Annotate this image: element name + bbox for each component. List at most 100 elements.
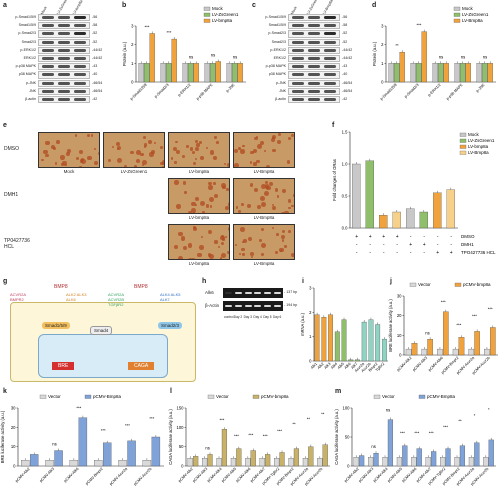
legend-label: LV-ZsGreen1: [468, 138, 495, 143]
bar-chart-f: 0.0 0.5 1.0 1.5 Fold changes of ORas MockLV-Z…: [332, 130, 496, 257]
condition-label: TPO427736 HCL: [461, 250, 496, 255]
stained-cell: [225, 212, 229, 213]
legend-label: LV-bmp8a: [212, 18, 233, 23]
x-tick-label: pCMV-Bmpr2: [85, 467, 104, 486]
blot-kda-label: -56: [342, 15, 348, 19]
blot-kda-label: -52: [342, 39, 348, 44]
condition-mark: +: [382, 234, 385, 240]
blot-band: [324, 32, 336, 36]
y-tick-label: 0: [181, 464, 184, 469]
bar: [454, 63, 460, 83]
legend-swatch: [252, 394, 260, 399]
significance-label: ***: [149, 416, 154, 421]
bar-chart-m: 0 50 100 CAGA luciferase activity (a.u.) pCM…: [334, 394, 496, 486]
legend-label: Vector: [418, 282, 431, 287]
significance-label: ***: [429, 431, 434, 436]
micrograph: [168, 224, 230, 260]
significance-label: ns: [52, 442, 56, 447]
gel-lane-label: Day 5: [263, 315, 272, 319]
significance-label: ***: [101, 428, 106, 433]
bar: [207, 454, 213, 467]
bar: [230, 458, 237, 467]
bar: [232, 63, 238, 83]
stained-cell: [183, 245, 188, 251]
bar: [406, 208, 415, 229]
stained-cell: [235, 206, 239, 209]
legend-swatch: [203, 18, 211, 23]
blot-band: [324, 81, 336, 85]
bar: [353, 457, 359, 467]
condition-label: DMSO: [461, 234, 475, 239]
stained-cell: [159, 146, 163, 150]
blot-band: [74, 48, 86, 52]
blot-band: [42, 89, 54, 93]
y-tick-label: 0.5: [342, 194, 348, 199]
legend-label: LV-ZsGreen1: [212, 12, 239, 17]
stained-cell: [136, 150, 141, 155]
stained-cell: [249, 161, 253, 164]
stained-cell: [54, 162, 58, 165]
stained-cell: [62, 160, 67, 165]
stained-cell: [64, 164, 67, 167]
blot-band: [42, 48, 54, 52]
panel-label-e: e: [3, 122, 7, 129]
bar: [425, 457, 431, 467]
stained-cell: [205, 204, 210, 208]
stained-cell: [263, 191, 269, 196]
micrograph-row-label: TP0427736 HCL: [4, 238, 30, 250]
y-tick-label: 10: [397, 333, 402, 338]
legend-label: pCMV-Bmp8a: [427, 394, 456, 399]
y-tick-label: 150: [177, 406, 185, 411]
stained-cell: [272, 148, 276, 152]
blot-band: [74, 57, 86, 60]
bar: [171, 38, 177, 83]
bar: [259, 458, 265, 467]
blot-band: [58, 73, 70, 77]
blot-kda-label: -58: [342, 23, 348, 28]
stained-cell: [225, 205, 229, 210]
stained-cell: [140, 152, 144, 157]
stained-cell: [199, 200, 205, 206]
stained-cell: [87, 134, 91, 138]
western-blot-c: Mock LV-ZsGreen1 LV-Bmp8a p-Smad1/5/9 -56 Sma…: [250, 0, 375, 110]
y-tick-label: 10: [11, 444, 16, 449]
bar: [474, 442, 480, 467]
gel-band: [274, 292, 281, 294]
bar: [431, 451, 437, 467]
bar: [387, 419, 394, 467]
stained-cell: [280, 212, 285, 213]
alk-left: ALK2 ALK3 ALK6: [66, 292, 87, 302]
condition-mark: +: [355, 234, 358, 240]
ligand-left: BMP8: [54, 284, 68, 290]
stained-cell: [260, 201, 266, 207]
bar-chart-d: 0 1 2 3 Protein (a.u.) p-Smad1/5/9 p-Smad2/3 p-…: [372, 6, 496, 101]
blot-row-label: Smad2/3: [21, 39, 36, 44]
y-tick-label: 50: [179, 444, 184, 449]
blot-band: [58, 81, 70, 85]
condition-mark: -: [423, 234, 425, 240]
x-tick-label: p-Smad2/3: [404, 83, 420, 99]
legend-label: Vector: [48, 394, 61, 399]
bar: [341, 319, 347, 362]
stained-cell: [142, 160, 148, 166]
bar: [334, 331, 340, 362]
stained-cell: [93, 160, 99, 166]
micrograph: [233, 132, 295, 168]
stained-cell: [195, 197, 200, 201]
bar: [482, 63, 488, 83]
blot-kda-label: -46/54: [342, 88, 353, 93]
bar: [433, 192, 442, 229]
stained-cell: [67, 149, 71, 153]
significance-label: ***: [417, 23, 422, 28]
bar: [474, 331, 480, 356]
stained-cell: [260, 196, 265, 202]
blot-kda-label: -44/42: [342, 56, 353, 60]
legend-swatch: [203, 12, 211, 17]
stained-cell: [234, 163, 240, 167]
condition-mark: -: [450, 234, 452, 240]
y-tick-label: 2: [381, 42, 384, 47]
stained-cell: [249, 251, 255, 257]
x-tick-label: Acvr2b: [361, 362, 372, 373]
blot-band: [308, 32, 320, 36]
stained-cell: [178, 231, 184, 237]
